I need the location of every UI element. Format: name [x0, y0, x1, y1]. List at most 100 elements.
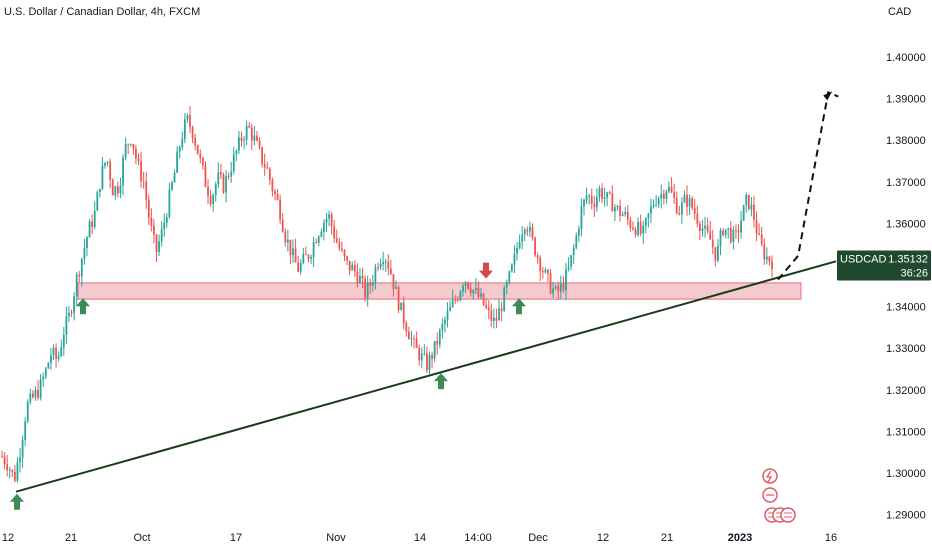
time-tick-label: Oct [133, 532, 150, 544]
candle [176, 146, 179, 174]
candle [469, 282, 472, 297]
price-tick-label: 1.31000 [886, 426, 926, 438]
candle [96, 190, 99, 211]
candle [392, 273, 395, 297]
candle [541, 266, 544, 280]
candle [52, 344, 55, 360]
candle [652, 199, 655, 209]
candle [132, 143, 135, 155]
candle [230, 161, 233, 184]
candle [495, 308, 498, 329]
candle [88, 218, 91, 238]
candle [423, 344, 426, 356]
candle [413, 335, 415, 349]
candle [655, 195, 658, 208]
candle [160, 221, 163, 247]
candle [490, 303, 493, 327]
candle [559, 275, 562, 299]
candle [431, 351, 433, 369]
candle [498, 298, 500, 321]
flag-event-icon[interactable] [780, 507, 796, 523]
candle [657, 196, 660, 208]
candle [209, 189, 212, 207]
time-axis[interactable]: 12 21 Oct 17 Nov 14 14:00 Dec 12 21 2023 16 [2, 532, 837, 544]
candle [240, 131, 243, 147]
candle [567, 257, 570, 272]
candle [523, 227, 526, 241]
candle [371, 274, 374, 292]
candle [557, 281, 560, 300]
candle [279, 194, 282, 225]
candle [717, 239, 719, 263]
candle [83, 238, 86, 265]
candle [343, 249, 346, 261]
candle [222, 172, 225, 194]
candle [276, 189, 279, 201]
event-icons[interactable] [762, 468, 796, 523]
candle [168, 182, 171, 219]
candle [387, 254, 390, 276]
candle [580, 198, 583, 237]
support-zone-layer [77, 282, 802, 300]
candle [86, 236, 88, 257]
candle [29, 388, 32, 405]
candle [281, 213, 284, 233]
candle [80, 257, 83, 287]
candle [742, 204, 745, 222]
candle [755, 211, 758, 242]
arrow-up-icon [512, 298, 526, 315]
candle [189, 105, 191, 134]
candle [621, 211, 624, 217]
candle [93, 201, 96, 230]
candle [284, 228, 287, 247]
candle [585, 187, 588, 205]
candle [333, 219, 336, 243]
candle [78, 270, 81, 283]
candle [729, 221, 732, 245]
price-badge-countdown: 36:26 [900, 268, 928, 280]
candle [583, 198, 585, 216]
candle [572, 244, 575, 265]
candle [449, 300, 451, 312]
candle [57, 351, 60, 362]
candle [335, 229, 338, 244]
candle [526, 226, 529, 236]
candle [289, 239, 292, 264]
arrow-down-icon [479, 262, 493, 279]
candle [598, 185, 601, 202]
candle [377, 262, 379, 272]
candle [16, 457, 19, 483]
candle [384, 259, 387, 272]
candle [361, 267, 364, 289]
candle [150, 208, 153, 232]
time-tick-label: 21 [65, 532, 77, 544]
lightning-event-icon[interactable] [762, 468, 778, 484]
candle [366, 275, 369, 307]
candle [678, 205, 681, 216]
candle [199, 149, 202, 164]
candle [562, 276, 565, 294]
candle [521, 226, 524, 250]
price-tick-label: 1.39000 [886, 94, 926, 106]
candle [402, 296, 405, 330]
candle [433, 340, 436, 363]
candle [753, 195, 755, 228]
candle [91, 214, 94, 235]
candle [763, 238, 766, 265]
candle [119, 177, 122, 198]
time-tick-label: 12 [2, 532, 14, 544]
candle [554, 284, 557, 291]
candle [462, 282, 464, 297]
candle [50, 347, 52, 370]
candle [8, 466, 11, 479]
candle [552, 281, 555, 298]
candle [39, 374, 42, 401]
candle [619, 199, 621, 222]
candle [11, 469, 14, 478]
candle [317, 235, 320, 247]
candle [111, 178, 114, 196]
candle [245, 120, 248, 146]
dividend-event-icon[interactable] [762, 487, 778, 503]
candle [351, 261, 354, 271]
